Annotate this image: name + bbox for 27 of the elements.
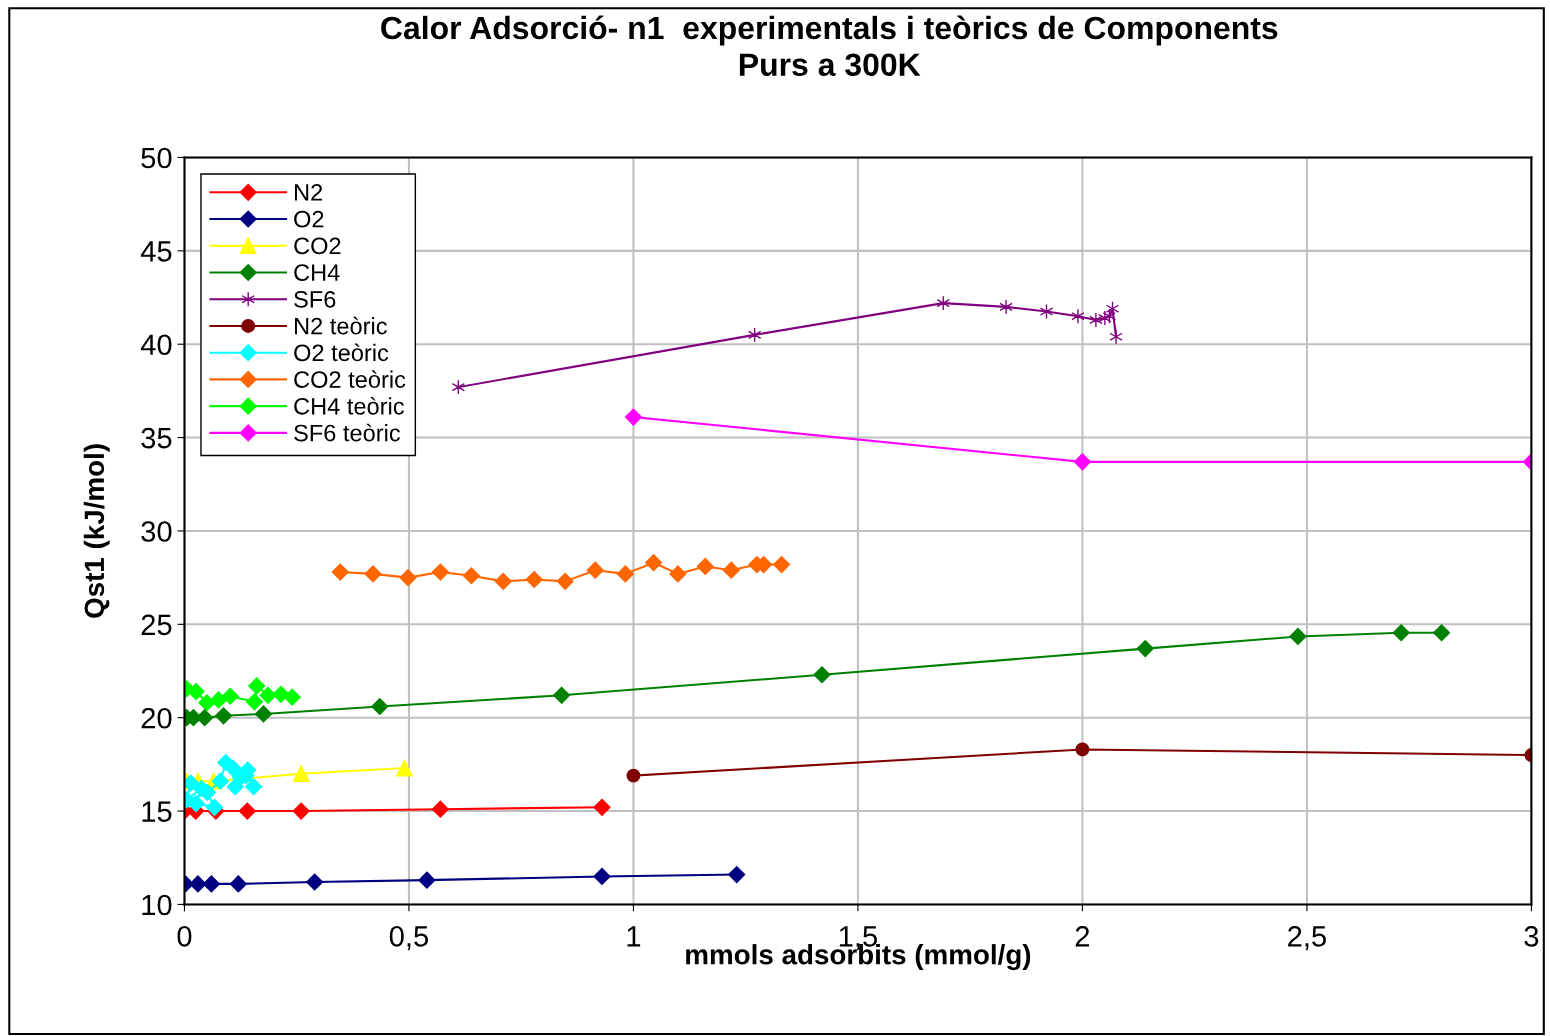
x-tick-label: 2,5 xyxy=(1288,926,1326,951)
legend-label: O2 teòric xyxy=(294,343,389,362)
y-tick-label: 40 xyxy=(140,334,172,356)
y-tick-label: 30 xyxy=(141,521,172,542)
x-tick-label: 2 xyxy=(1075,926,1090,947)
legend-label: O2 xyxy=(294,210,324,228)
legend-label: CH4 teòric xyxy=(294,397,404,415)
y-tick-label: 45 xyxy=(140,241,172,262)
y-axis-title: Qst1 (kJ/mol) xyxy=(83,444,110,618)
x-tick-label: 0 xyxy=(177,926,192,947)
y-tick-label: 20 xyxy=(141,707,172,729)
legend-label: N2 xyxy=(295,184,323,201)
legend-label: CH4 xyxy=(294,264,340,281)
x-tick-label: 1 xyxy=(627,926,641,947)
y-tick-label: 50 xyxy=(141,147,172,169)
chart-title: Calor Adsorció- n1 experimentals i teòrics de Components Purs a 300K xyxy=(381,15,1278,77)
legend-label: SF6 teòric xyxy=(294,423,401,442)
legend-label: N2 teòric xyxy=(295,316,387,335)
x-tick-label: 3 xyxy=(1524,926,1539,947)
y-tick-label: 35 xyxy=(141,427,172,449)
x-tick-label: 0,5 xyxy=(389,926,428,951)
legend-label: CO2 xyxy=(294,237,341,255)
legend-label: CO2 teòric xyxy=(294,370,406,388)
y-tick-label: 10 xyxy=(142,894,172,916)
y-tick-label: 25 xyxy=(141,614,172,636)
legend-label: SF6 xyxy=(294,291,336,308)
y-tick-label: 15 xyxy=(142,801,172,822)
